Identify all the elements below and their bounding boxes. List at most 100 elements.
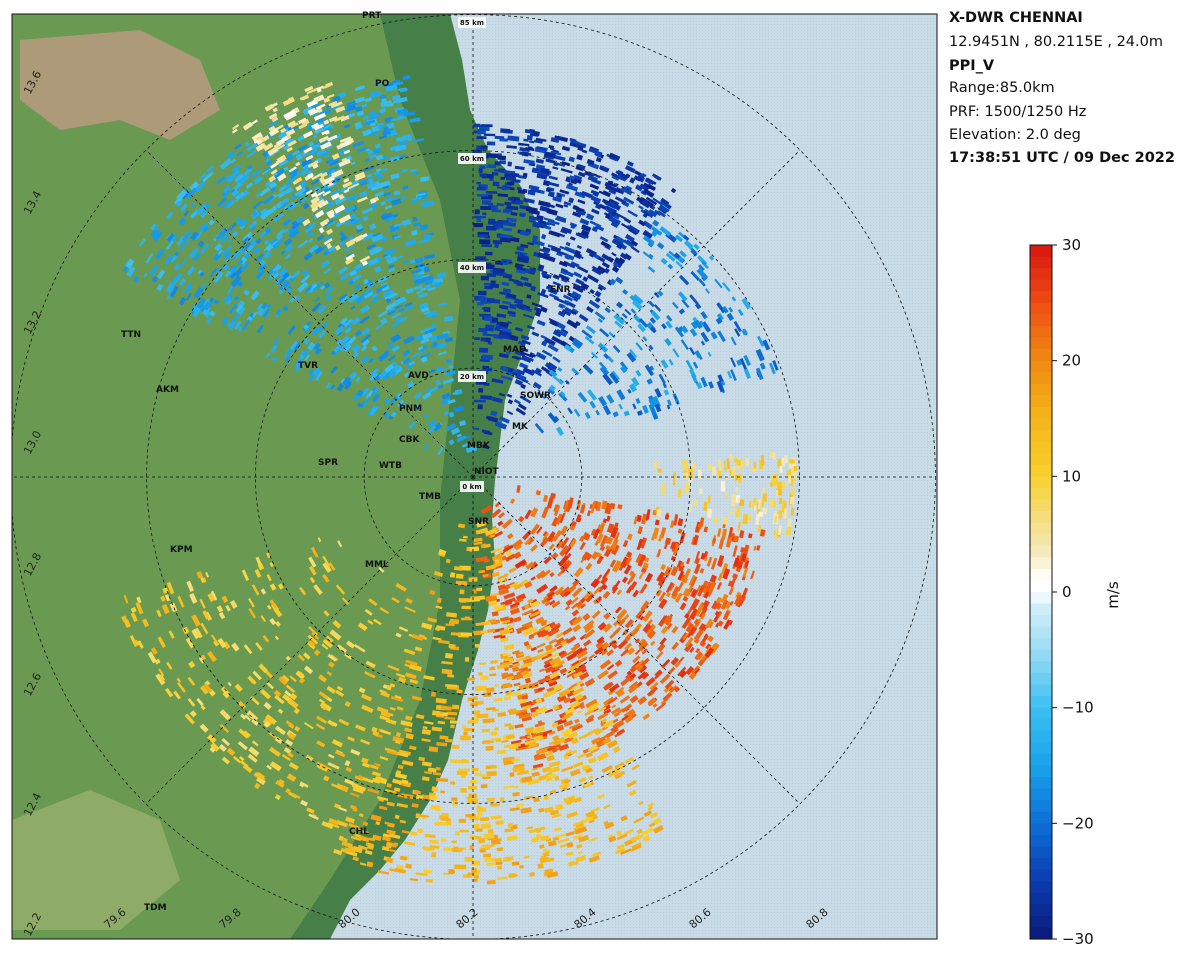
velocity-bin bbox=[549, 319, 559, 327]
velocity-bin bbox=[393, 787, 401, 792]
velocity-bin bbox=[370, 90, 380, 96]
velocity-bin bbox=[504, 696, 512, 701]
velocity-bin bbox=[199, 172, 208, 180]
velocity-bin bbox=[431, 314, 437, 319]
velocity-bin bbox=[486, 862, 496, 866]
velocity-bin bbox=[645, 623, 657, 636]
colorbar-segment bbox=[1030, 406, 1052, 420]
velocity-bin bbox=[387, 103, 394, 107]
velocity-bin bbox=[461, 725, 467, 729]
velocity-bin bbox=[461, 632, 473, 637]
velocity-bin bbox=[477, 302, 484, 306]
colorbar-segment bbox=[1030, 719, 1052, 732]
velocity-bin bbox=[484, 527, 498, 537]
velocity-bin bbox=[570, 310, 577, 316]
velocity-bin bbox=[350, 217, 362, 226]
velocity-bin bbox=[275, 621, 281, 627]
velocity-bin bbox=[250, 290, 260, 301]
velocity-bin bbox=[616, 242, 624, 250]
velocity-bin bbox=[602, 590, 611, 599]
velocity-bin bbox=[597, 621, 607, 631]
velocity-bin bbox=[136, 596, 142, 604]
velocity-bin bbox=[382, 835, 391, 842]
velocity-bin bbox=[544, 625, 552, 632]
velocity-bin bbox=[252, 246, 261, 255]
velocity-bin bbox=[623, 239, 635, 249]
velocity-bin bbox=[311, 325, 321, 336]
velocity-bin bbox=[653, 824, 664, 834]
velocity-bin bbox=[376, 795, 389, 801]
velocity-bin bbox=[314, 296, 321, 303]
velocity-bin bbox=[446, 369, 456, 376]
velocity-bin bbox=[369, 113, 378, 120]
velocity-bin bbox=[633, 516, 638, 525]
velocity-bin bbox=[554, 827, 562, 832]
velocity-bin bbox=[753, 545, 757, 551]
velocity-bin bbox=[270, 344, 278, 353]
velocity-bin bbox=[548, 760, 561, 768]
velocity-bin bbox=[187, 676, 196, 686]
velocity-bin bbox=[371, 233, 384, 243]
velocity-bin bbox=[352, 140, 365, 148]
velocity-bin bbox=[295, 153, 303, 161]
velocity-bin bbox=[293, 707, 300, 715]
velocity-bin bbox=[222, 185, 232, 193]
velocity-bin bbox=[535, 308, 542, 314]
velocity-bin bbox=[441, 668, 453, 675]
velocity-bin bbox=[371, 292, 378, 299]
velocity-bin bbox=[652, 219, 660, 227]
velocity-bin bbox=[569, 139, 579, 146]
velocity-bin bbox=[482, 365, 490, 369]
velocity-bin bbox=[150, 223, 158, 231]
velocity-bin bbox=[716, 313, 724, 321]
velocity-bin bbox=[404, 672, 417, 680]
velocity-bin bbox=[501, 672, 514, 680]
velocity-bin bbox=[552, 704, 560, 711]
velocity-bin bbox=[476, 595, 486, 601]
velocity-bin bbox=[467, 785, 477, 790]
velocity-bin bbox=[313, 134, 318, 139]
velocity-bin bbox=[688, 626, 698, 637]
velocity-bin bbox=[226, 285, 234, 295]
velocity-bin bbox=[688, 479, 693, 486]
velocity-bin bbox=[574, 693, 584, 702]
velocity-bin bbox=[584, 625, 594, 634]
velocity-bin bbox=[506, 205, 519, 211]
velocity-bin bbox=[538, 807, 545, 813]
velocity-bin bbox=[498, 168, 506, 173]
velocity-bin bbox=[541, 349, 553, 357]
velocity-bin bbox=[189, 231, 200, 241]
velocity-bin bbox=[705, 288, 711, 294]
velocity-bin bbox=[295, 670, 305, 680]
velocity-bin bbox=[694, 302, 702, 310]
velocity-bin bbox=[371, 771, 382, 777]
velocity-bin bbox=[542, 848, 548, 852]
velocity-bin bbox=[483, 558, 490, 563]
velocity-bin bbox=[339, 136, 352, 143]
velocity-bin bbox=[274, 736, 283, 744]
velocity-bin bbox=[251, 132, 263, 142]
velocity-bin bbox=[394, 304, 404, 310]
velocity-bin bbox=[668, 666, 676, 675]
velocity-bin bbox=[722, 568, 731, 580]
velocity-bin bbox=[471, 767, 479, 772]
velocity-bin bbox=[550, 628, 560, 636]
velocity-bin bbox=[658, 598, 668, 609]
velocity-bin bbox=[284, 253, 292, 260]
velocity-bin bbox=[599, 659, 612, 670]
velocity-bin bbox=[213, 298, 220, 305]
velocity-bin bbox=[315, 371, 323, 382]
velocity-bin bbox=[490, 410, 498, 417]
velocity-bin bbox=[573, 670, 583, 679]
colorbar-segment bbox=[1030, 534, 1052, 547]
velocity-bin bbox=[555, 637, 565, 644]
velocity-bin bbox=[344, 652, 353, 660]
velocity-bin bbox=[381, 167, 388, 172]
velocity-bin bbox=[458, 818, 467, 823]
colorbar-segment bbox=[1030, 742, 1052, 755]
velocity-bin bbox=[285, 274, 292, 282]
velocity-bin bbox=[491, 317, 499, 323]
velocity-bin bbox=[485, 594, 498, 602]
velocity-bin bbox=[241, 246, 246, 251]
velocity-bin bbox=[337, 266, 349, 275]
